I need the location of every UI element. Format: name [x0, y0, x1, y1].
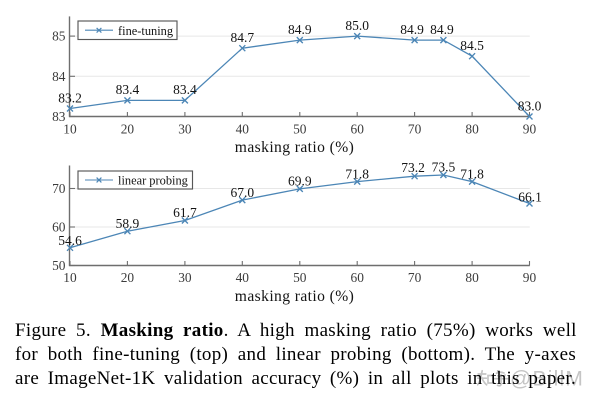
svg-text:84: 84 — [52, 69, 66, 84]
svg-text:80: 80 — [465, 270, 479, 285]
svg-text:84.9: 84.9 — [400, 22, 424, 37]
svg-text:@BillM: @BillM — [510, 368, 584, 391]
svg-text:84.7: 84.7 — [230, 30, 254, 45]
svg-text:54.6: 54.6 — [58, 233, 82, 248]
svg-text:masking ratio (%): masking ratio (%) — [235, 139, 354, 156]
svg-text:84.9: 84.9 — [430, 22, 454, 37]
svg-text:50: 50 — [293, 270, 307, 285]
svg-text:20: 20 — [121, 122, 135, 137]
svg-text:85.0: 85.0 — [345, 18, 369, 33]
svg-text:60: 60 — [351, 122, 365, 137]
svg-text:70: 70 — [52, 181, 66, 196]
svg-text:71.8: 71.8 — [460, 166, 484, 181]
svg-text:84.9: 84.9 — [288, 22, 312, 37]
svg-text:71.8: 71.8 — [345, 166, 369, 181]
svg-text:10: 10 — [63, 122, 77, 137]
svg-text:66.1: 66.1 — [518, 190, 542, 205]
svg-text:50: 50 — [293, 122, 307, 137]
svg-text:73.2: 73.2 — [401, 160, 425, 175]
svg-text:70: 70 — [408, 270, 422, 285]
svg-text:masking ratio (%): masking ratio (%) — [235, 288, 354, 305]
svg-text:61.7: 61.7 — [173, 205, 197, 220]
svg-text:67.0: 67.0 — [230, 185, 254, 200]
svg-text:58.9: 58.9 — [116, 216, 140, 231]
svg-text:60: 60 — [351, 270, 365, 285]
svg-text:84.5: 84.5 — [460, 38, 484, 53]
svg-text:20: 20 — [121, 270, 135, 285]
svg-text:60: 60 — [52, 220, 66, 235]
svg-text:40: 40 — [236, 270, 250, 285]
svg-text:50: 50 — [52, 258, 66, 273]
svg-text:linear probing: linear probing — [118, 174, 188, 188]
svg-text:30: 30 — [178, 122, 192, 137]
svg-text:83.2: 83.2 — [58, 90, 82, 105]
svg-text:83.4: 83.4 — [116, 82, 140, 97]
svg-text:40: 40 — [236, 122, 250, 137]
svg-text:83.0: 83.0 — [518, 98, 542, 113]
svg-text:fine-tuning: fine-tuning — [118, 24, 173, 38]
svg-text:70: 70 — [408, 122, 422, 137]
svg-text:90: 90 — [523, 270, 537, 285]
svg-text:30: 30 — [178, 270, 192, 285]
svg-text:69.9: 69.9 — [288, 174, 312, 189]
svg-text:83: 83 — [52, 109, 66, 124]
svg-text:73.5: 73.5 — [432, 160, 456, 175]
svg-text:83.4: 83.4 — [173, 82, 197, 97]
svg-text:80: 80 — [465, 122, 479, 137]
svg-text:90: 90 — [523, 122, 537, 137]
svg-text:85: 85 — [52, 29, 66, 44]
svg-text:10: 10 — [63, 270, 77, 285]
